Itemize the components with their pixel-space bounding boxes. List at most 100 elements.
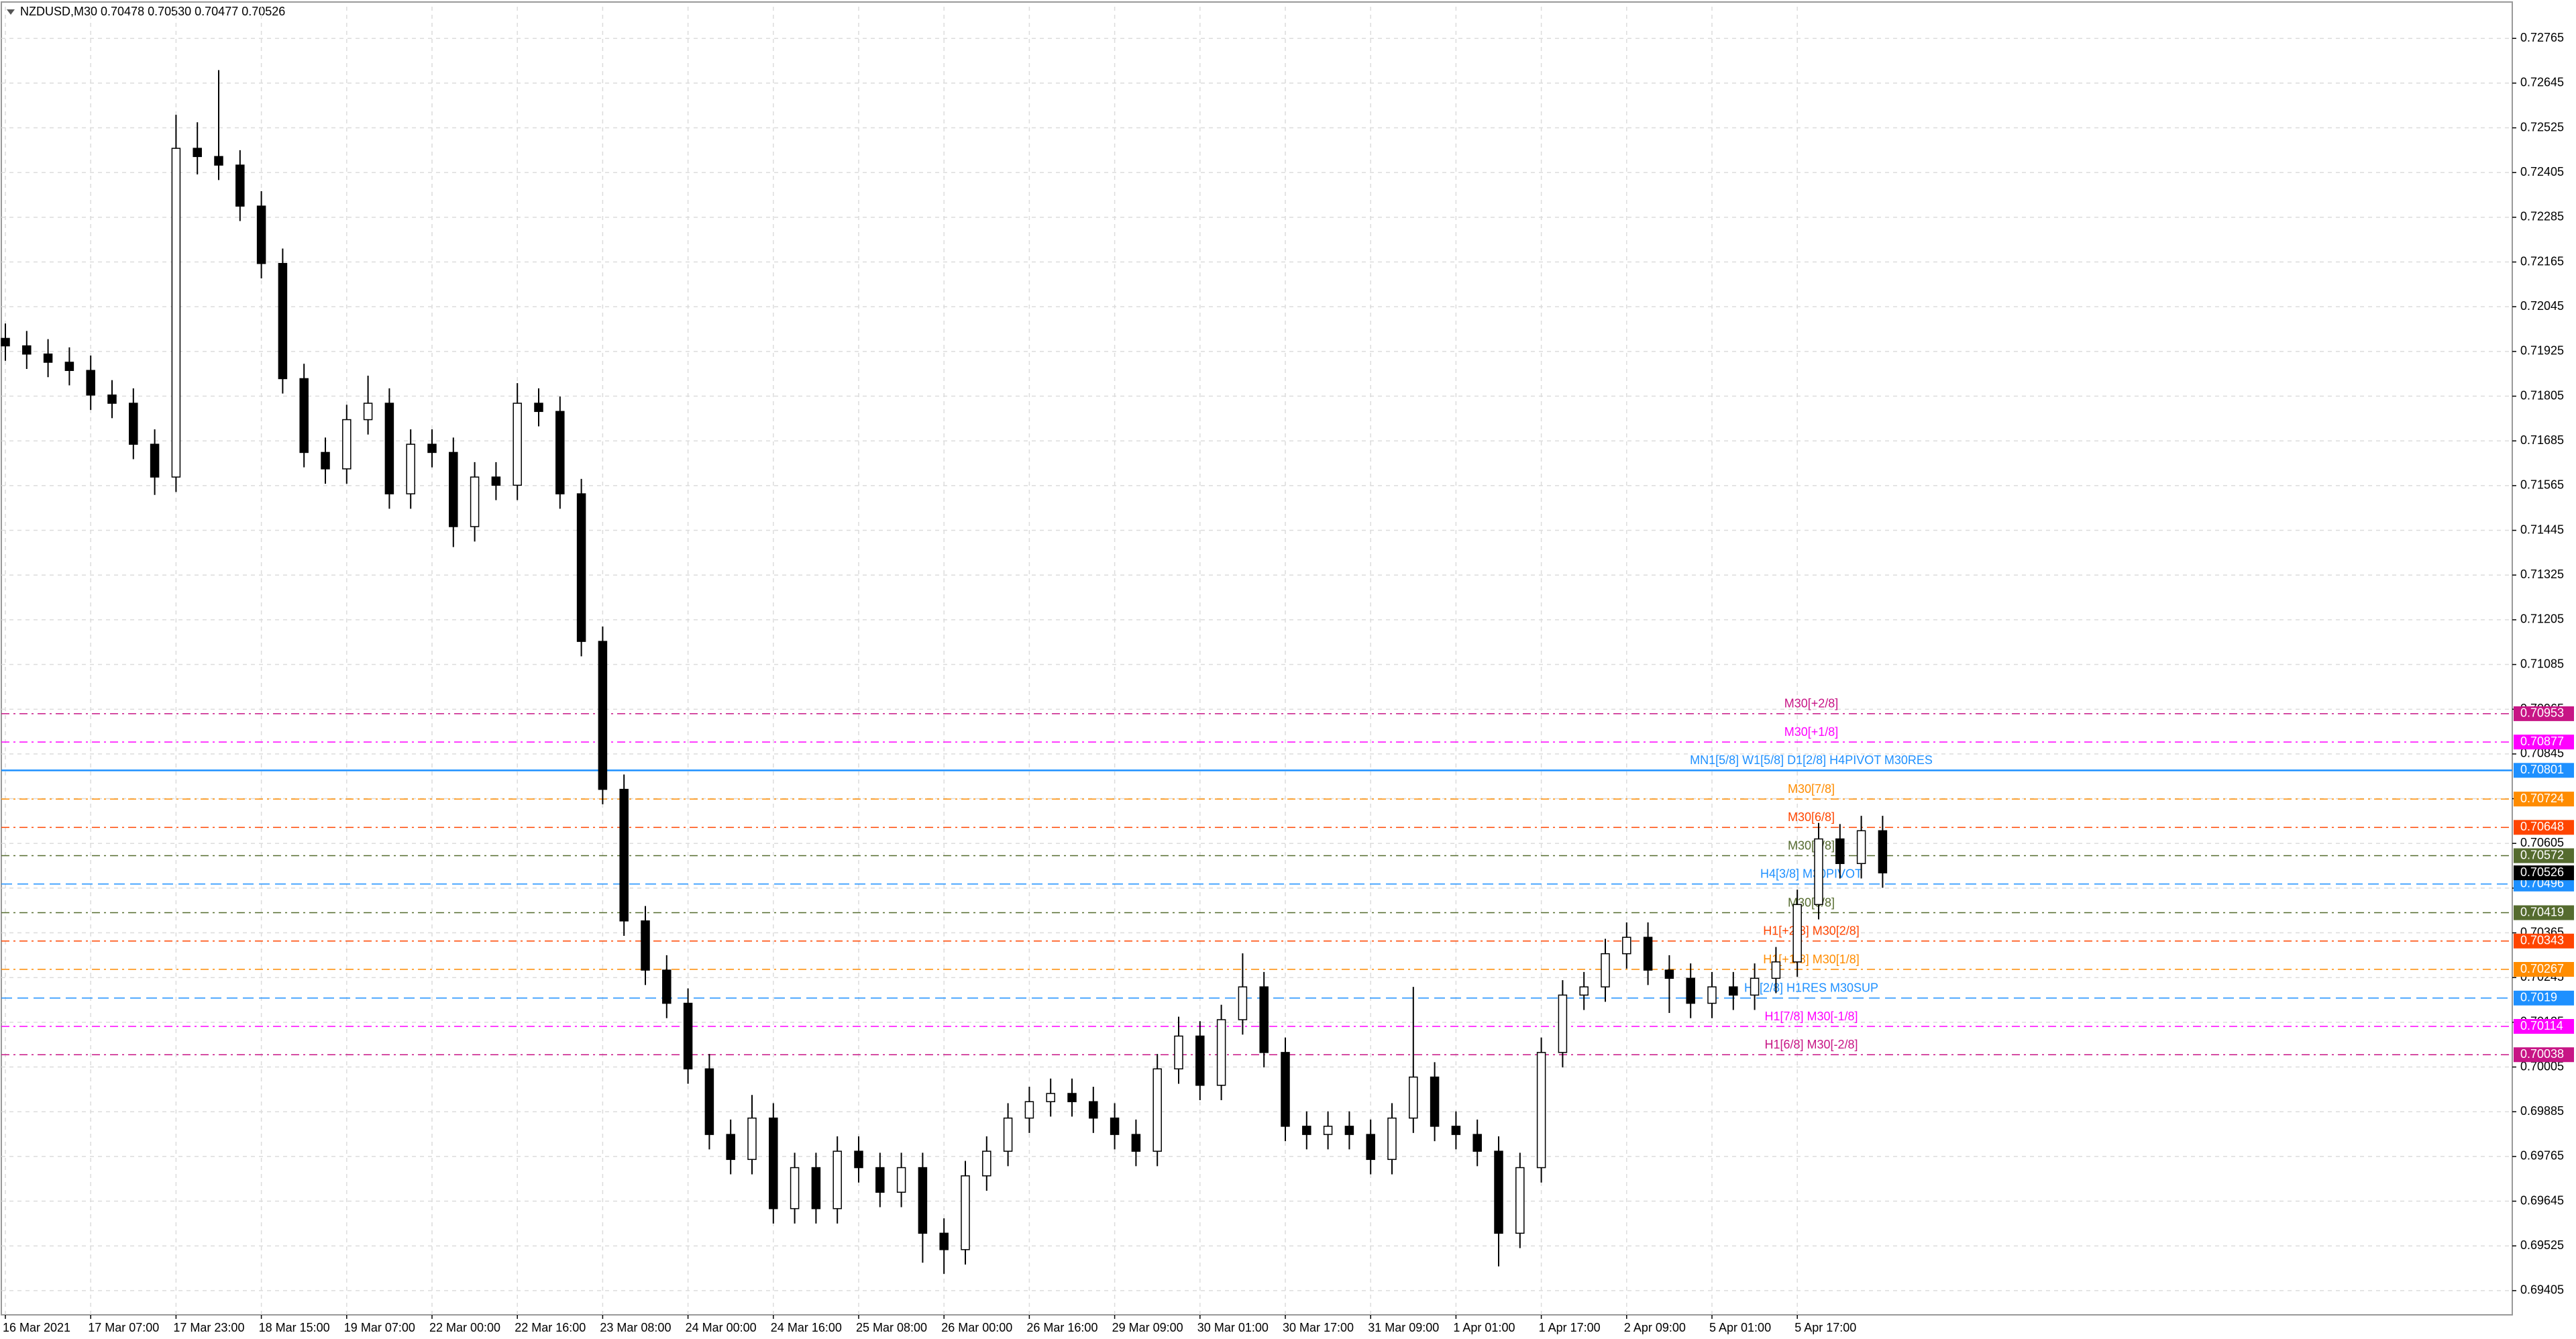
x-tick-label: 26 Mar 00:00 <box>941 1321 1012 1334</box>
candle-body <box>449 451 458 527</box>
level-label: M30[+1/8] <box>1784 725 1839 739</box>
candle-body <box>256 205 266 264</box>
candle-body <box>683 1002 693 1070</box>
candle-body <box>1259 986 1269 1053</box>
candle-body <box>342 419 352 470</box>
y-tick-label: 0.69525 <box>2520 1238 2564 1252</box>
candle-body <box>193 148 202 158</box>
level-price-tag: 0.70801 <box>2520 763 2564 776</box>
level-price-tag-box <box>2514 933 2574 949</box>
candle-body <box>86 370 95 396</box>
y-tick-label: 0.71805 <box>2520 388 2564 402</box>
candle-body <box>619 788 629 922</box>
candle-body <box>1366 1134 1375 1161</box>
x-tick-label: 24 Mar 00:00 <box>686 1321 757 1334</box>
x-tick-label: 30 Mar 01:00 <box>1197 1321 1269 1334</box>
level-price-tag: 0.70343 <box>2520 934 2564 947</box>
x-tick-label: 22 Mar 16:00 <box>515 1321 586 1334</box>
x-tick-label: 24 Mar 16:00 <box>771 1321 842 1334</box>
y-tick-label: 0.70845 <box>2520 747 2564 760</box>
y-tick-label: 0.72525 <box>2520 120 2564 133</box>
candle-body <box>1152 1068 1162 1152</box>
level-price-tag-box <box>2514 706 2574 721</box>
x-tick-label: 26 Mar 16:00 <box>1026 1321 1097 1334</box>
candle-body <box>576 493 586 642</box>
candle-body <box>1771 961 1781 979</box>
candle-body <box>363 403 373 421</box>
y-tick-label: 0.69765 <box>2520 1149 2564 1163</box>
y-tick-label: 0.69405 <box>2520 1283 2564 1297</box>
y-tick-label: 0.69645 <box>2520 1193 2564 1207</box>
candle-body <box>1814 838 1823 906</box>
candle-body <box>1409 1076 1418 1119</box>
candle-body <box>1067 1093 1077 1102</box>
level-price-tag-box <box>2514 848 2574 863</box>
candle-body <box>534 403 543 413</box>
level-price-tag: 0.70114 <box>2520 1019 2563 1032</box>
level-price-tag: 0.7019 <box>2520 991 2557 1004</box>
menu-arrow[interactable] <box>7 9 15 15</box>
x-tick-label: 18 Mar 15:00 <box>259 1321 330 1334</box>
candle-body <box>769 1117 778 1210</box>
x-tick-label: 31 Mar 09:00 <box>1368 1321 1439 1334</box>
candle-body <box>235 164 245 207</box>
candle-body <box>1024 1101 1034 1119</box>
plot-frame <box>1 1 2513 1316</box>
candle-body <box>1089 1101 1098 1119</box>
x-tick-label: 19 Mar 07:00 <box>344 1321 415 1334</box>
candle-body <box>1579 986 1589 996</box>
candle-body <box>384 403 394 494</box>
candle-body <box>1046 1093 1055 1102</box>
y-tick-label: 0.69885 <box>2520 1104 2564 1118</box>
x-tick-label: 1 Apr 01:00 <box>1453 1321 1515 1334</box>
candle-body <box>1835 838 1845 864</box>
level-price-tag-box <box>2514 820 2574 835</box>
candle-body <box>214 156 223 166</box>
candle-body <box>1494 1150 1503 1234</box>
candle-body <box>833 1150 842 1210</box>
candle-body <box>22 345 32 355</box>
candle-body <box>470 476 480 527</box>
x-tick-label: 5 Apr 17:00 <box>1794 1321 1856 1334</box>
candle-body <box>1003 1117 1013 1152</box>
level-label: M30[6/8] <box>1788 810 1835 824</box>
y-tick-label: 0.72405 <box>2520 165 2564 178</box>
level-label: H1[6/8] M30[-2/8] <box>1764 1038 1858 1051</box>
candle-body <box>1323 1126 1333 1135</box>
candle-body <box>513 403 522 486</box>
candle-body <box>107 394 117 404</box>
candle-body <box>1110 1117 1120 1135</box>
candle-body <box>278 263 288 380</box>
y-tick-label: 0.71565 <box>2520 478 2564 492</box>
candle-body <box>662 969 672 1004</box>
x-tick-label: 5 Apr 01:00 <box>1709 1321 1771 1334</box>
candle-body <box>1601 953 1610 987</box>
candle-body <box>43 354 53 363</box>
level-label: H1[+1/8] M30[1/8] <box>1763 953 1860 966</box>
candle-body <box>1643 936 1653 971</box>
candle-body <box>1750 977 1760 996</box>
level-label: H1[+2/8] M30[2/8] <box>1763 924 1860 938</box>
candle-body <box>1729 986 1738 996</box>
candle-body <box>321 451 330 470</box>
candle-body <box>406 443 415 494</box>
level-price-tag: 0.70038 <box>2520 1047 2564 1061</box>
level-label: M30[+2/8] <box>1784 697 1839 710</box>
candle-body <box>1 337 10 347</box>
candle-body <box>1430 1076 1440 1127</box>
candle-body <box>1387 1117 1397 1161</box>
candle-body <box>1174 1035 1183 1070</box>
candle-body <box>896 1167 906 1193</box>
candle-body <box>939 1232 949 1250</box>
y-tick-label: 0.71325 <box>2520 568 2564 581</box>
candle-body <box>1195 1035 1205 1086</box>
y-tick-label: 0.70005 <box>2520 1059 2564 1073</box>
candle-body <box>982 1150 991 1177</box>
last-price-tag-box <box>2514 865 2574 881</box>
level-price-tag-box <box>2514 1047 2574 1063</box>
candle-body <box>1878 830 1888 873</box>
candle-body <box>1472 1134 1482 1152</box>
candle-body <box>704 1068 714 1135</box>
candle-body <box>555 411 565 494</box>
